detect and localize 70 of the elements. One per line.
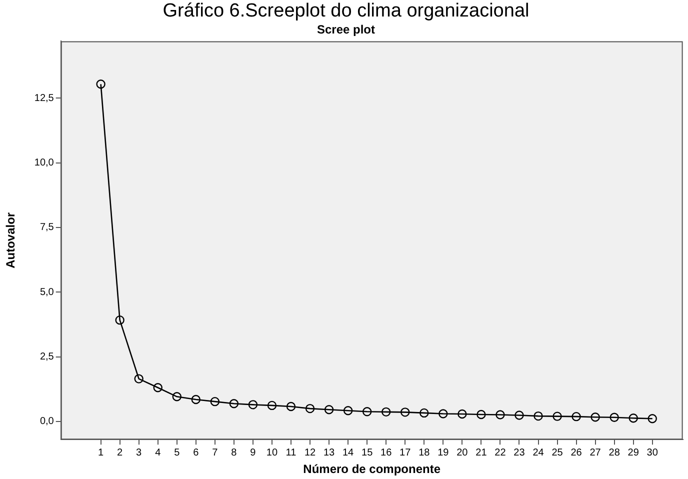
- point: [134, 374, 144, 384]
- x-tick-label: 13: [323, 447, 336, 458]
- x-tick-label: 18: [418, 447, 430, 458]
- point: [514, 410, 524, 420]
- point: [267, 400, 277, 410]
- x-tick-label: 24: [532, 447, 544, 458]
- point: [400, 408, 410, 417]
- point: [96, 80, 106, 89]
- x-tick-label: 10: [266, 447, 278, 458]
- point: [476, 410, 486, 420]
- point: [324, 404, 334, 414]
- x-tick-label: 7: [212, 447, 218, 458]
- y-tick-label: 0,0: [40, 416, 54, 428]
- y-tick-label: 7,5: [40, 222, 54, 234]
- point: [572, 412, 581, 422]
- x-tick-label: 29: [628, 447, 640, 458]
- point: [362, 407, 372, 416]
- point: [191, 394, 200, 404]
- point: [648, 414, 657, 424]
- point: [590, 412, 600, 422]
- point: [628, 414, 638, 423]
- point: [381, 407, 391, 417]
- x-tick-label: 17: [400, 447, 412, 458]
- x-tick-label: 20: [456, 447, 468, 458]
- x-tick-label: 1: [98, 447, 104, 458]
- point: [496, 410, 505, 420]
- x-tick-label: 11: [286, 447, 297, 458]
- x-axis-title: Número de componente: [303, 462, 441, 476]
- x-tick-label: 14: [342, 447, 354, 458]
- y-axis-title: Autovalor: [4, 212, 18, 268]
- point: [305, 404, 315, 414]
- point: [438, 409, 448, 418]
- x-tick-label: 8: [231, 447, 238, 458]
- x-tick-label: 30: [646, 447, 658, 458]
- y-tick-label: 12,5: [34, 92, 54, 104]
- x-tick-label: 12: [304, 447, 316, 458]
- point: [229, 399, 239, 408]
- x-tick-label: 16: [380, 447, 392, 458]
- point: [610, 412, 619, 422]
- x-tick-label: 25: [552, 447, 564, 458]
- y-tick-label: 2,5: [40, 352, 54, 363]
- point: [153, 383, 162, 392]
- x-tick-label: 3: [136, 447, 142, 458]
- point: [343, 406, 353, 416]
- y-tick-label: 10,0: [34, 158, 54, 169]
- y-tick-label: 5,0: [40, 286, 54, 298]
- x-tick-label: 22: [494, 447, 506, 458]
- point: [210, 396, 220, 406]
- x-tick-label: 5: [174, 447, 180, 458]
- x-tick-label: 6: [193, 447, 200, 458]
- x-tick-label: 15: [362, 447, 374, 458]
- x-tick-label: 23: [514, 447, 526, 458]
- point: [458, 409, 467, 419]
- x-tick-label: 9: [250, 447, 256, 458]
- x-tick-label: 2: [117, 447, 124, 458]
- chart-subtitle: Scree plot: [316, 22, 376, 36]
- point: [248, 400, 258, 410]
- chart-title: Gráfico 6.Screeplot do clima organizacional: [162, 0, 530, 22]
- x-tick-label: 19: [438, 447, 450, 458]
- point: [552, 412, 562, 421]
- point: [286, 402, 296, 412]
- point: [420, 408, 429, 418]
- point: [172, 392, 182, 402]
- x-tick-label: 28: [608, 447, 620, 458]
- point: [534, 411, 543, 421]
- point: [115, 315, 124, 325]
- x-tick-label: 21: [476, 447, 488, 458]
- x-tick-label: 27: [590, 447, 602, 458]
- x-tick-label: 4: [155, 447, 162, 458]
- x-tick-label: 26: [570, 447, 582, 458]
